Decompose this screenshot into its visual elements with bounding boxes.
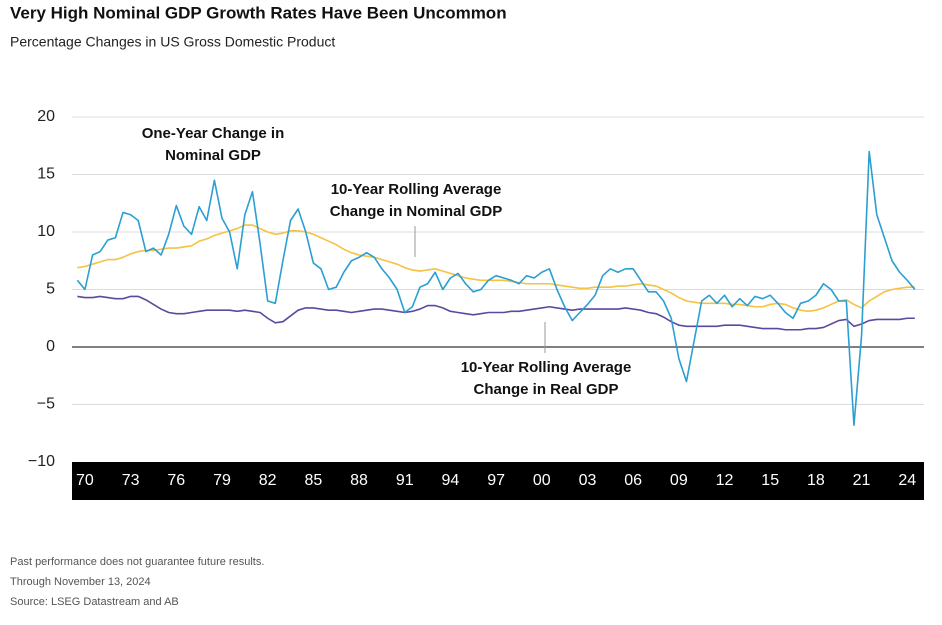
x-tick-label: 70	[76, 472, 94, 489]
annotation: Nominal GDP	[165, 147, 261, 164]
annotation: 10-Year Rolling Average	[461, 359, 632, 376]
y-tick-label: 0	[46, 338, 55, 355]
y-tick-label: −5	[37, 396, 55, 413]
annotation: 10-Year Rolling Average	[331, 181, 502, 198]
x-tick-label: 88	[350, 472, 368, 489]
x-tick-label: 79	[213, 472, 231, 489]
x-tick-label: 18	[807, 472, 825, 489]
chart-title: Very High Nominal GDP Growth Rates Have …	[10, 3, 507, 22]
series-line	[77, 295, 915, 331]
series-line	[76, 150, 916, 426]
x-tick-label: 24	[898, 472, 916, 489]
x-tick-label: 85	[304, 472, 322, 489]
x-tick-label: 00	[533, 472, 551, 489]
annotation: One-Year Change in	[142, 125, 285, 142]
y-tick-label: 10	[37, 223, 55, 240]
y-tick-label: 5	[46, 281, 55, 298]
x-tick-label: 03	[579, 472, 597, 489]
x-tick-label: 97	[487, 472, 505, 489]
y-tick-label: −10	[28, 453, 55, 470]
x-tick-label: 82	[259, 472, 277, 489]
x-tick-label: 06	[624, 472, 642, 489]
x-tick-label: 09	[670, 472, 688, 489]
x-tick-label: 73	[122, 472, 140, 489]
footnote: Source: LSEG Datastream and AB	[10, 596, 179, 608]
footnote: Through November 13, 2024	[10, 576, 151, 588]
x-tick-label: 94	[442, 472, 460, 489]
x-tick-label: 76	[167, 472, 185, 489]
annotation: Change in Nominal GDP	[330, 203, 503, 220]
annotation: Change in Real GDP	[473, 381, 618, 398]
x-tick-label: 91	[396, 472, 414, 489]
x-tick-label: 21	[853, 472, 871, 489]
x-tick-label: 15	[761, 472, 779, 489]
x-tick-label: 12	[716, 472, 734, 489]
y-tick-label: 20	[37, 108, 55, 125]
series-line	[77, 224, 915, 313]
footnote: Past performance does not guarantee futu…	[10, 556, 264, 568]
y-tick-label: 15	[37, 166, 55, 183]
x-axis-band	[72, 462, 924, 500]
chart-subtitle: Percentage Changes in US Gross Domestic …	[10, 34, 335, 50]
